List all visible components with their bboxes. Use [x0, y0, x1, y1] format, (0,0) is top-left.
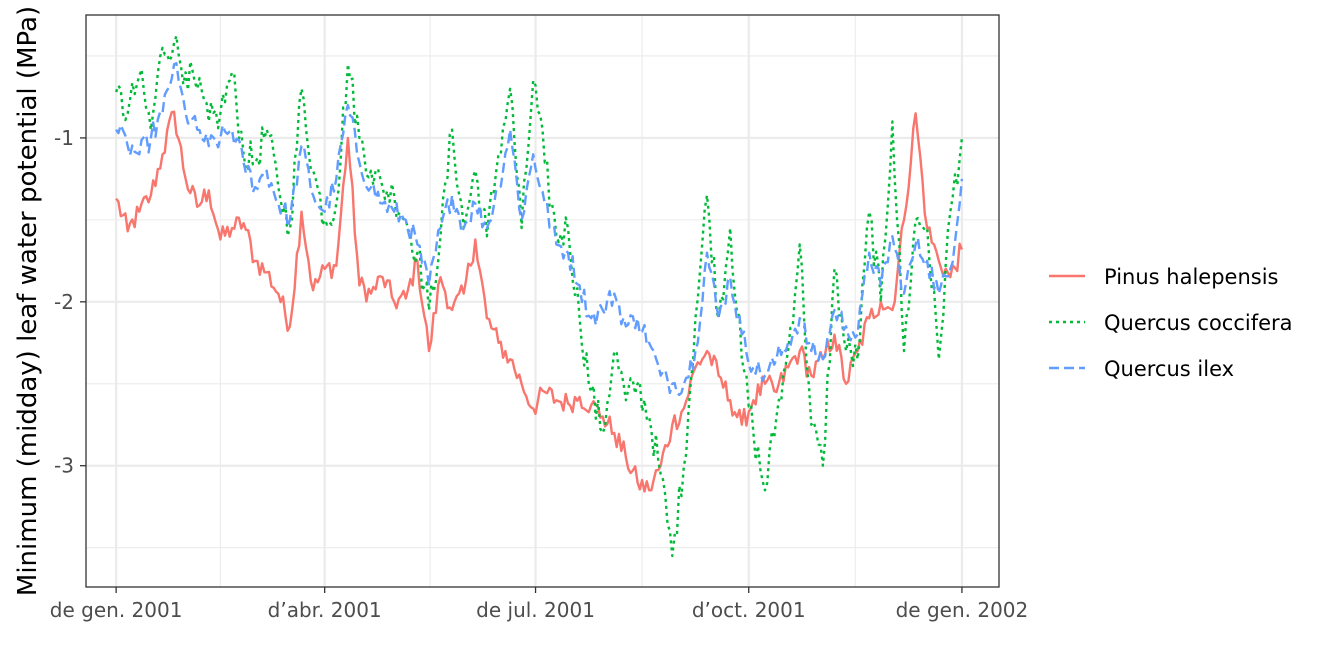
legend-label: Pinus halepensis: [1104, 265, 1278, 289]
major-gridlines-x: [115, 15, 964, 587]
x-tick-label: de gen. 2001: [50, 598, 183, 622]
y-tick-label: -1: [54, 126, 74, 150]
y-tick-label: -2: [54, 290, 74, 314]
series-line: [115, 62, 964, 397]
x-tick-label: d’abr. 2001: [268, 598, 382, 622]
panel-border: [85, 14, 1000, 588]
x-tick-label: de jul. 2001: [476, 598, 595, 622]
legend-label: Quercus coccifera: [1104, 311, 1293, 335]
x-tick-label: d’oct. 2001: [692, 598, 806, 622]
series-line: [114, 34, 964, 558]
y-axis: -3 -2 -1: [54, 126, 86, 478]
x-axis: de gen. 2001 d’abr. 2001 de jul. 2001 d’oct…: [50, 587, 1028, 622]
x-tick-label: de gen. 2002: [896, 598, 1029, 622]
legend: Pinus halepensis Quercus coccifera Quercus…: [1049, 265, 1293, 381]
y-axis-title: Minimum (midday) leaf water potential (M…: [13, 6, 43, 596]
legend-label: Quercus ilex: [1104, 357, 1234, 381]
y-tick-label: -3: [54, 454, 74, 478]
series-lines: [114, 34, 964, 558]
